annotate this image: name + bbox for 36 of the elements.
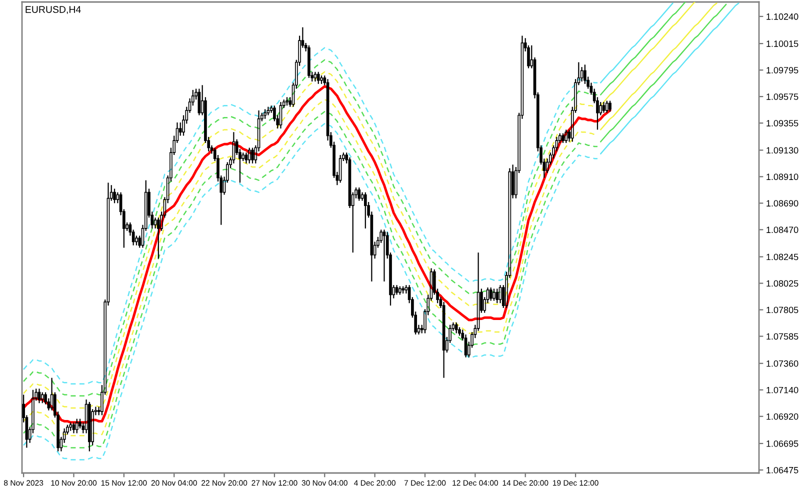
candlestick (244, 152, 248, 164)
candlestick (279, 101, 282, 130)
y-tick-label: 1.06920 (766, 413, 798, 420)
y-tick-label: 1.08025 (766, 280, 798, 287)
y-tick-label: 1.07360 (766, 360, 798, 367)
y-tick-label: 1.06475 (766, 466, 798, 474)
y-tick-label: 1.08690 (766, 200, 798, 207)
candlestick (72, 422, 76, 434)
line-series (600, 2, 686, 96)
candlestick (498, 284, 502, 304)
line-series (600, 2, 740, 154)
y-tick-label: 1.08470 (766, 226, 798, 234)
candlestick (395, 284, 398, 296)
candlestick (154, 217, 157, 230)
chart-title: EURUSD,H4 (26, 6, 81, 14)
y-tick-label: 1.09795 (766, 67, 798, 74)
line-series (600, 4, 727, 142)
candlestick (464, 334, 468, 358)
candlestick (382, 229, 386, 282)
y-tick-label: 1.08245 (766, 254, 798, 260)
y-tick-label: 1.07805 (766, 306, 798, 314)
line-series (600, 2, 674, 84)
y-tick-label: 1.09575 (766, 94, 798, 100)
y-tick-label: 1.09130 (766, 147, 798, 154)
candlestick (38, 388, 41, 404)
candlestick (555, 136, 558, 152)
y-tick-label: 1.10015 (766, 40, 798, 47)
y-tick-label: 1.09355 (766, 120, 798, 126)
candlestick (314, 71, 317, 82)
line-series (600, 2, 718, 130)
candlestick (602, 101, 606, 114)
y-tick-label: 1.07140 (766, 386, 798, 394)
y-tick-label: 1.10240 (766, 13, 798, 20)
y-tick-label: 1.08910 (766, 174, 798, 180)
y-tick-label: 1.06695 (766, 440, 798, 447)
y-tick-label: 1.07585 (766, 333, 798, 340)
